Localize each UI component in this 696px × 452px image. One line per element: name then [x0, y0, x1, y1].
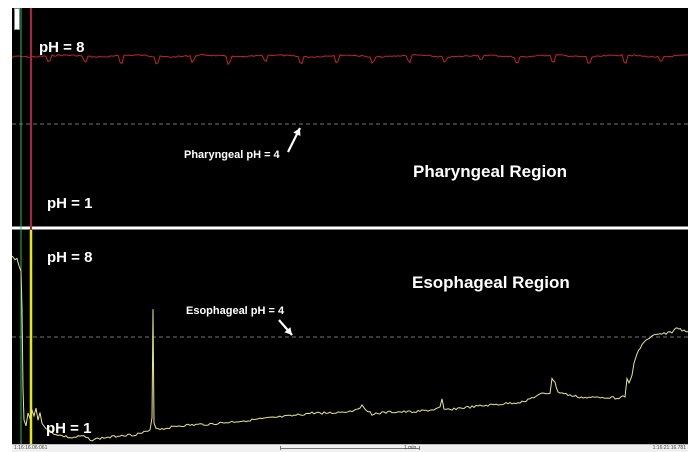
event-marker-box[interactable] [14, 8, 20, 30]
esophageal-threshold-arrow-head [284, 327, 292, 335]
time-scale-bar[interactable] [280, 446, 420, 450]
time-scale-label: 1 min [404, 445, 417, 451]
pharyngeal-trace [12, 53, 688, 66]
pharyngeal-region-label: Pharyngeal Region [413, 162, 567, 181]
esophageal-trace [12, 255, 688, 442]
time-end-label: 1:16:21:16.781 [652, 445, 686, 451]
time-status-bar: 1:16:16.06:061 1 min 1:16:21:16.781 [12, 444, 688, 452]
esophageal-threshold-label: Esophageal pH = 4 [186, 305, 285, 317]
pharyngeal-threshold-arrow-head [293, 128, 301, 136]
esophageal-ph-1-label: pH = 1 [46, 420, 92, 437]
ph-trace-display: pH = 8 Pharyngeal pH = 4 Pharyngeal Regi… [12, 8, 688, 444]
pharyngeal-ph-8-label: pH = 8 [39, 39, 85, 56]
esophageal-region-label: Esophageal Region [412, 273, 570, 292]
trace-canvas [12, 8, 688, 444]
esophageal-ph-8-label: pH = 8 [47, 249, 93, 266]
pharyngeal-ph-1-label: pH = 1 [47, 195, 93, 212]
pharyngeal-threshold-label: Pharyngeal pH = 4 [184, 149, 280, 161]
time-start-label: 1:16:16.06:061 [14, 445, 48, 451]
